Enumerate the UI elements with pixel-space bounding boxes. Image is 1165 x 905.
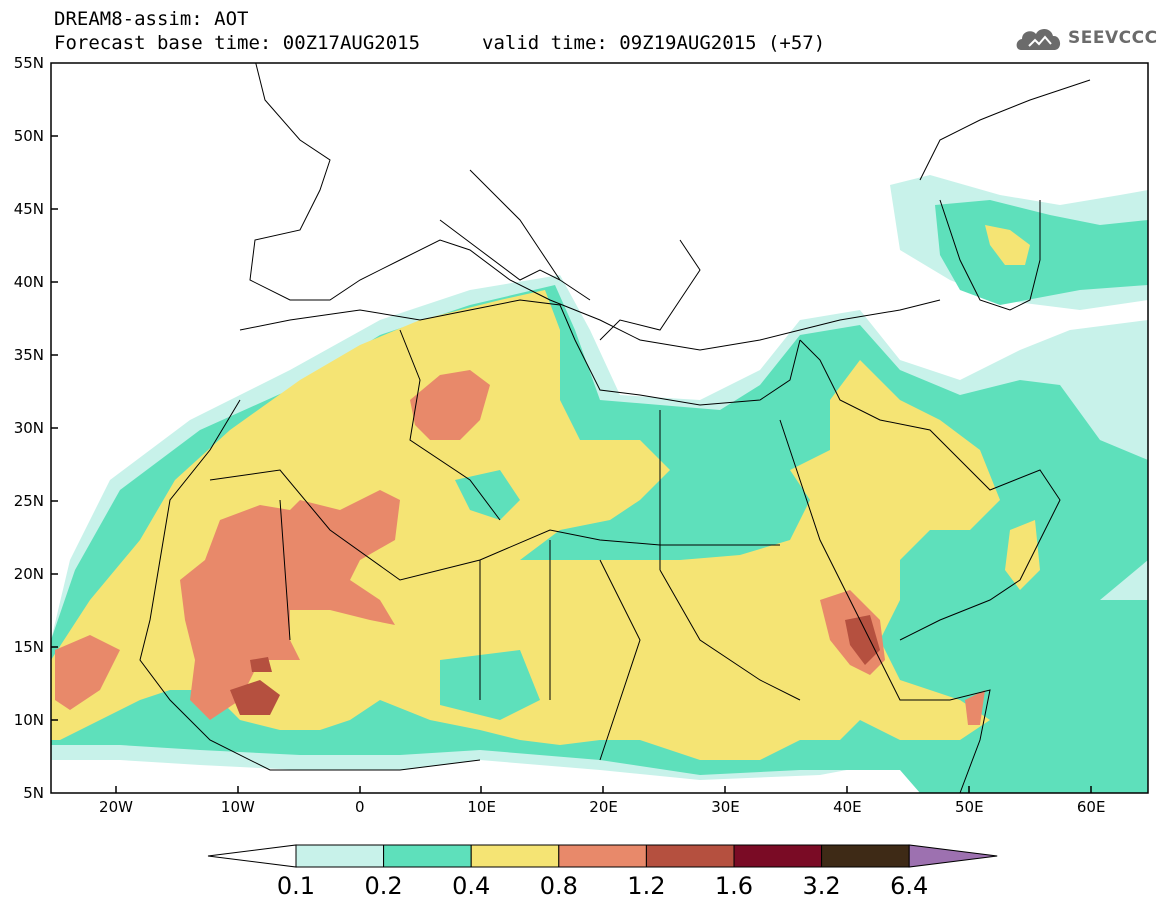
lat-label: 55N [13,54,44,72]
colorbar-level-label: 0.1 [276,872,316,900]
lat-label: 40N [13,273,44,291]
colorbar-swatch [558,844,647,868]
lat-label: 35N [13,346,44,364]
lon-label: 50E [955,798,984,816]
lon-label: 60E [1076,798,1106,816]
colorbar-high-arrow [908,844,998,868]
colorbar-level-label: 0.8 [539,872,578,900]
lon-label: 30E [711,798,740,816]
colorbar-swatch [470,844,560,868]
cloud-icon [1016,28,1061,50]
lat-label: 20N [13,565,44,583]
lat-label: 45N [13,200,44,218]
colorbar-level-label: 1.6 [714,872,754,900]
lon-label: 40E [833,798,862,816]
lon-label: 10E [467,798,496,816]
colorbar-level-label: 0.4 [452,872,491,900]
lat-label: 5N [23,784,44,802]
lat-label: 25N [13,492,44,510]
colorbar-level-label: 0.2 [364,872,403,900]
lon-label: 20E [589,798,618,816]
map-frame [50,62,1149,794]
colorbar-level-label: 1.2 [627,872,666,900]
colorbar-level-label: 3.2 [802,872,841,900]
lon-label: 0 [355,798,365,816]
forecast-base-time: Forecast base time: 00Z17AUG2015 [54,32,421,54]
colorbar-swatch [295,844,385,868]
colorbar-low-arrow [207,844,297,868]
lat-label: 15N [13,638,44,656]
lon-label: 10W [220,798,255,816]
colorbar-swatch [645,844,735,868]
colorbar-level-label: 6.4 [890,872,929,900]
colorbar-swatch [383,844,472,868]
logo-text: SEEVCCC [1068,28,1158,48]
colorbar [207,844,998,868]
aot-band-0.8 [55,370,985,725]
colorbar-swatch [821,844,910,868]
lon-label: 20W [99,798,133,816]
lat-label: 30N [13,419,44,437]
aot-band-1.2 [230,615,880,715]
valid-time: valid time: 09Z19AUG2015 (+57) [482,32,826,54]
colorbar-swatch [733,844,823,868]
lat-label: 10N [13,711,44,729]
lat-label: 50N [13,127,44,145]
coastlines [139,63,1091,793]
map-title: DREAM8-assim: AOT [54,8,249,30]
